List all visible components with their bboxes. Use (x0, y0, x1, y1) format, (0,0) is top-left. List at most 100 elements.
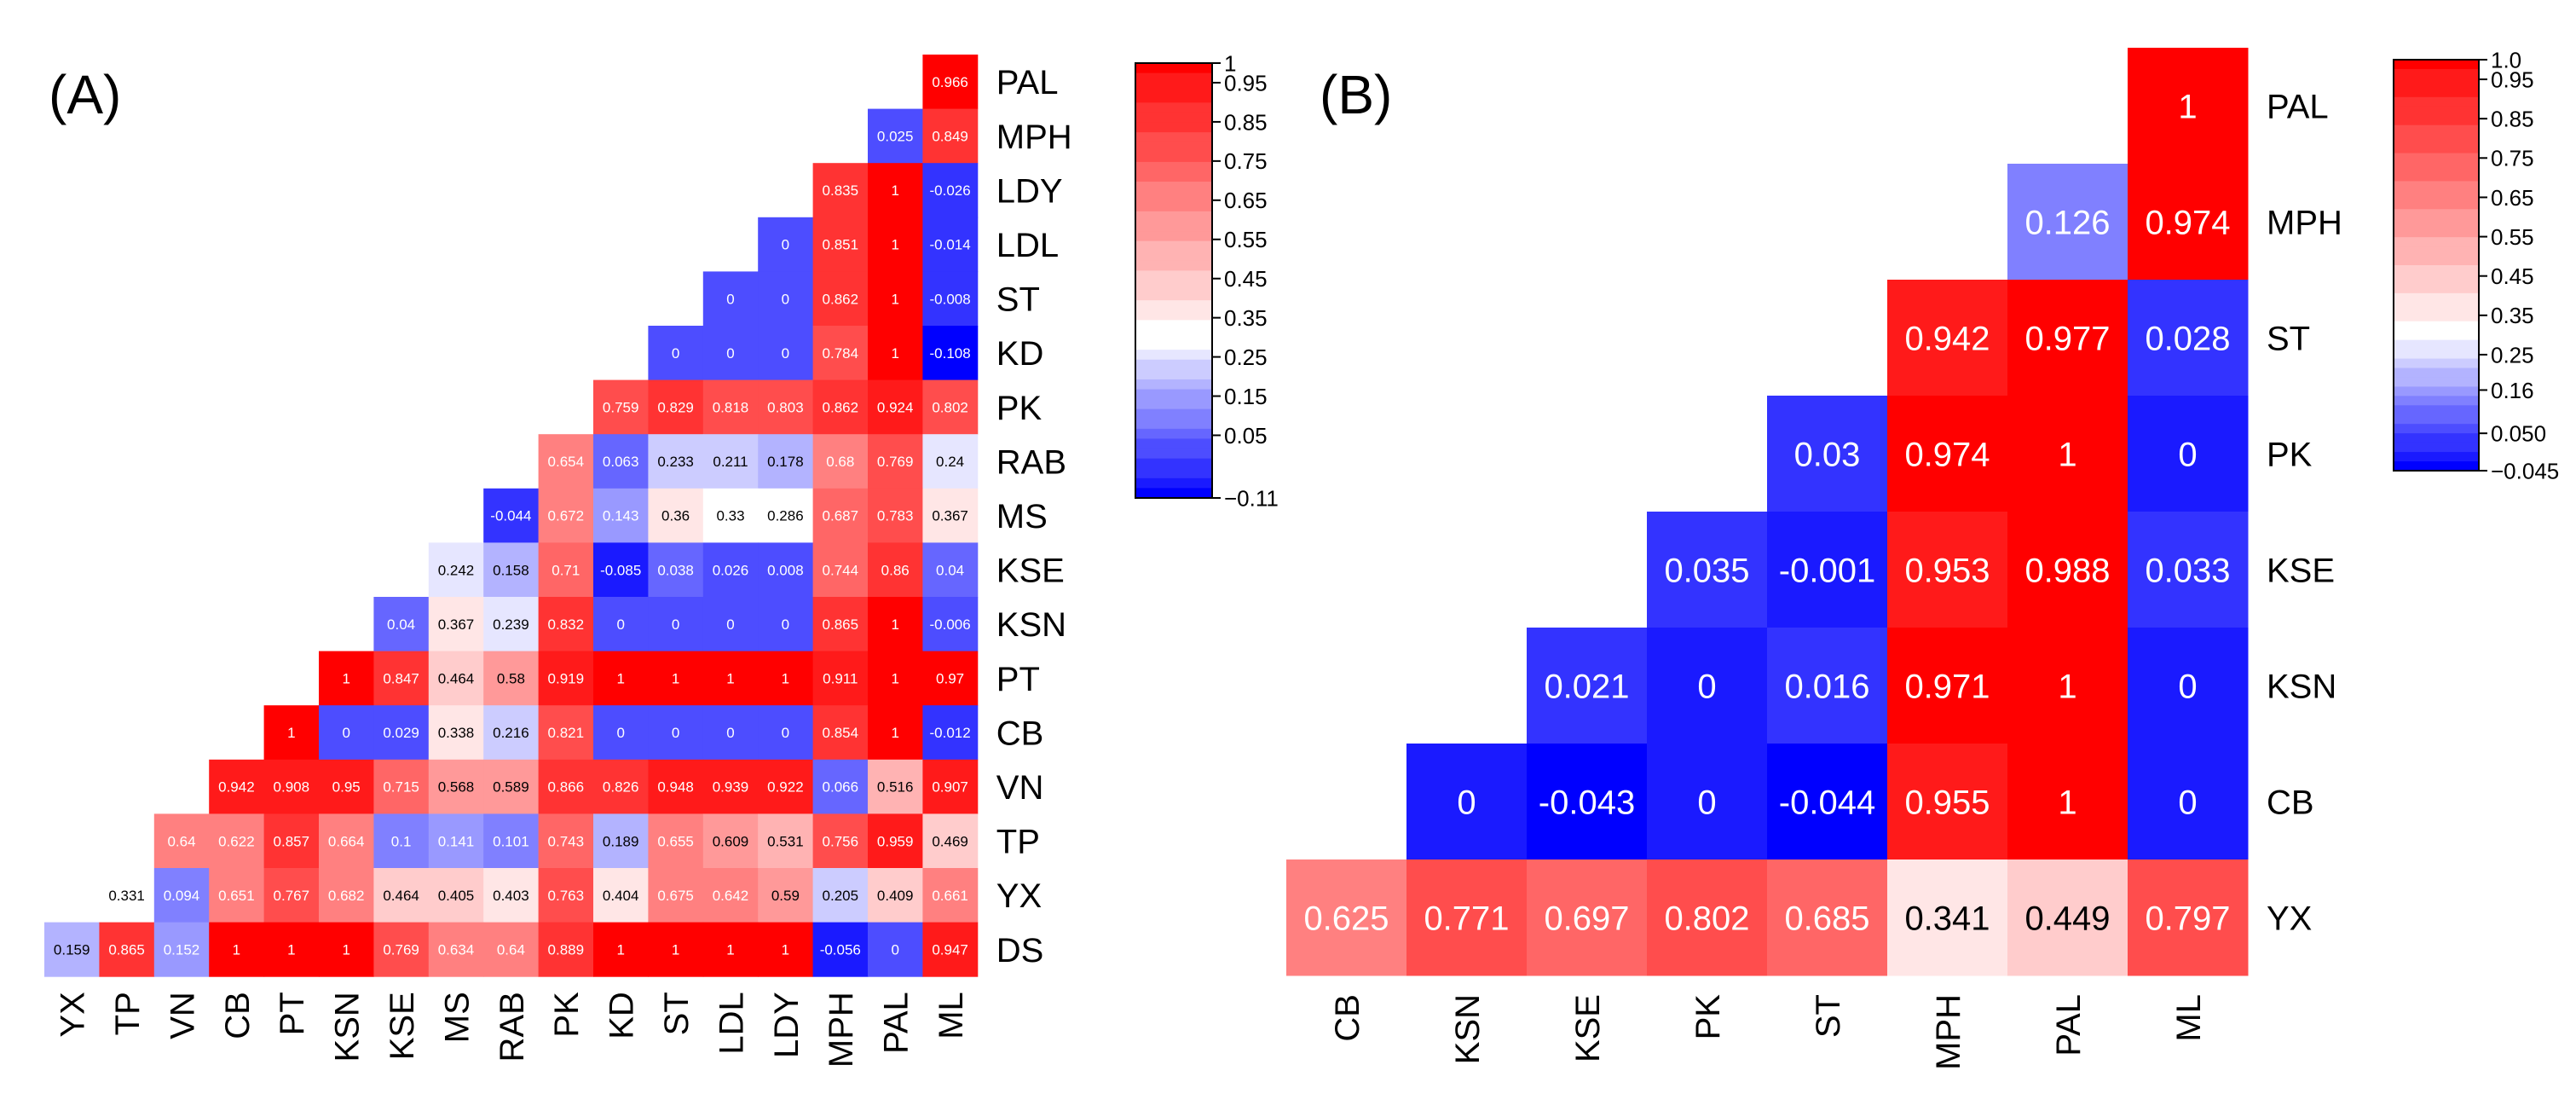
heatmap-cell (2007, 164, 2128, 281)
cell-value-label: 1 (342, 671, 349, 687)
cell-value-label: 0.101 (493, 833, 529, 849)
colorbar-tick-label: 0.25 (2491, 342, 2534, 368)
row-label: LDL (996, 227, 1059, 264)
colorbar-tick-label: 0.85 (2491, 107, 2534, 132)
heatmap-cell (483, 488, 540, 543)
colorbar-tick-label: 0.45 (2491, 263, 2534, 289)
colorbar-segment (1135, 260, 1212, 272)
heatmap-cell (812, 868, 869, 923)
row-label: LDY (996, 172, 1063, 210)
heatmap-cell (648, 651, 704, 706)
heatmap-cell (593, 488, 649, 543)
colorbar-segment (2394, 311, 2479, 322)
heatmap-cell (868, 217, 923, 272)
heatmap-cell (868, 868, 923, 923)
cell-value-label: 0.922 (767, 779, 804, 796)
cell-value-label: -0.108 (929, 345, 970, 362)
cell-value-label: 0.862 (823, 400, 859, 416)
heatmap-cell (702, 813, 759, 869)
heatmap-cell (538, 868, 594, 923)
heatmap-cell (1767, 744, 1888, 860)
heatmap-cell (648, 488, 704, 543)
colorbar-segment (2394, 162, 2479, 173)
heatmap-cell (702, 542, 759, 598)
heatmap-cell (593, 542, 649, 598)
colorbar-tick-label: 0.65 (1224, 188, 1268, 213)
cell-value-label: 0.622 (218, 833, 255, 849)
colorbar-tick-label: −0.11 (1224, 485, 1279, 511)
cell-value-label: 0.977 (2024, 320, 2110, 357)
colorbar-segment (1135, 408, 1212, 420)
heatmap-cell (153, 868, 210, 923)
heatmap-cell (319, 922, 374, 977)
colorbar-segment (1135, 419, 1212, 430)
heatmap-cell (812, 542, 869, 598)
heatmap-cell (922, 488, 979, 543)
heatmap-cell (483, 542, 540, 598)
heatmap-cell (922, 163, 979, 218)
colorbar-segment (1135, 251, 1212, 262)
heatmap-cell (1647, 744, 1768, 860)
colorbar-tick-label: 0.55 (2491, 224, 2534, 250)
heatmap-cell (758, 379, 814, 435)
cell-value-label: 0.1 (391, 833, 412, 849)
cell-value-label: 0.835 (823, 182, 859, 199)
colorbar-segment (2394, 396, 2479, 407)
heatmap-cell (538, 651, 594, 706)
colorbar-segment (2394, 414, 2479, 425)
cell-value-label: 0.464 (383, 888, 419, 904)
cell-value-label: 0 (782, 291, 789, 307)
cell-value-label: 0.854 (823, 725, 859, 741)
colorbar-segment (2394, 452, 2479, 462)
cell-value-label: 0.948 (657, 779, 694, 796)
cell-value-label: 0.516 (877, 779, 914, 796)
cell-value-label: 0.715 (383, 779, 419, 796)
colorbar-segment (1135, 359, 1212, 371)
cell-value-label: 0.797 (2145, 900, 2230, 937)
colorbar-segment (2394, 153, 2479, 164)
heatmap-cell (2128, 512, 2249, 628)
cell-value-label: 1 (672, 671, 679, 687)
colorbar-segment (2394, 292, 2479, 304)
cell-value-label: -0.012 (929, 725, 970, 741)
heatmap-cell (868, 434, 923, 489)
heatmap-cell (812, 379, 869, 435)
colorbar-tick-label: 0.35 (1224, 305, 1268, 331)
heatmap-cell (922, 217, 979, 272)
colorbar-segment (2394, 321, 2479, 332)
cell-value-label: 0 (782, 725, 789, 741)
colorbar-segment (2394, 96, 2479, 107)
column-label: PAL (878, 992, 915, 1054)
heatmap-cell (648, 922, 704, 977)
cell-value-label: 0.767 (274, 888, 310, 904)
colorbar-segment (1135, 428, 1212, 440)
cell-value-label: 0.286 (767, 508, 804, 524)
colorbar-segment (2394, 358, 2479, 369)
heatmap-cell (1406, 744, 1528, 860)
cell-value-label: 0.756 (823, 833, 859, 849)
cell-value-label: 0.405 (438, 888, 475, 904)
row-label: TP (996, 824, 1040, 861)
cell-value-label: 0 (672, 616, 679, 633)
row-label: KSE (996, 553, 1065, 590)
heatmap-cell (702, 326, 759, 381)
cell-value-label: 0.829 (657, 400, 694, 416)
cell-value-label: 1 (891, 671, 898, 687)
cell-value-label: 0.038 (657, 562, 694, 578)
cell-value-label: 0.783 (877, 508, 914, 524)
colorbar-segment (1135, 369, 1212, 380)
column-label: KD (604, 992, 641, 1039)
colorbar-segment (2394, 218, 2479, 229)
cell-value-label: 1 (616, 942, 624, 958)
colorbar-segment (1135, 142, 1212, 153)
heatmap-cell (483, 705, 540, 761)
heatmap-cell (2007, 628, 2128, 744)
colorbar-segment (1135, 191, 1212, 203)
colorbar-segment (2394, 443, 2479, 453)
cell-value-label: 0.682 (328, 888, 365, 904)
colorbar-segment (2394, 424, 2479, 434)
heatmap-cell (2128, 396, 2249, 512)
colorbar-segment (2394, 433, 2479, 443)
